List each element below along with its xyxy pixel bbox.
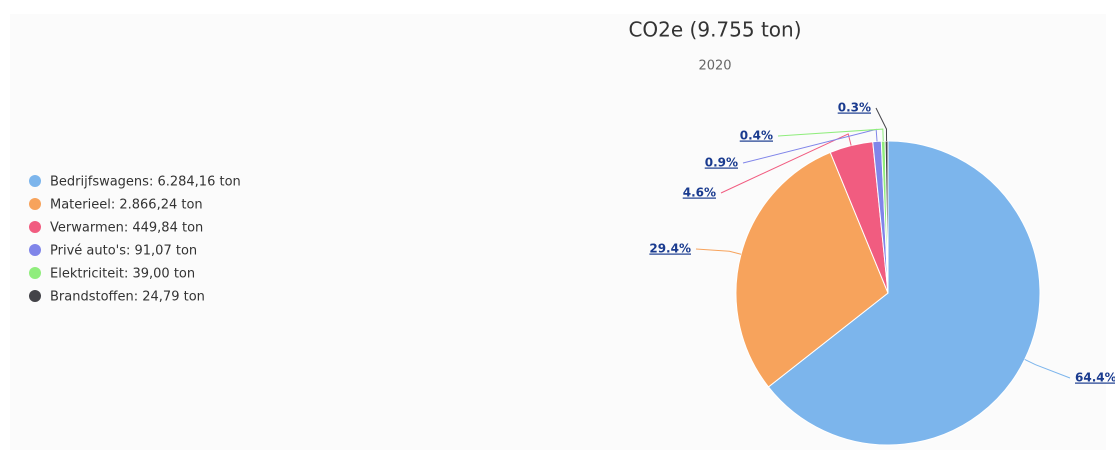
- data-label: 0.4%: [740, 129, 773, 143]
- connector: [1024, 358, 1071, 379]
- legend-label: Bedrijfswagens: 6.284,16 ton: [50, 175, 241, 190]
- data-label: 29.4%: [649, 242, 691, 256]
- chart-title: CO2e (9.755 ton): [628, 18, 801, 42]
- connector: [875, 107, 888, 142]
- legend-symbol: [29, 290, 41, 302]
- chart-subtitle: 2020: [698, 59, 731, 74]
- connector: [695, 248, 742, 255]
- connector: [777, 128, 884, 142]
- legend-symbol: [29, 267, 41, 279]
- legend-symbol: [29, 175, 41, 187]
- legend-symbol: [29, 221, 41, 233]
- legend-label: Elektriciteit: 39,00 ton: [50, 267, 195, 282]
- legend-label: Verwarmen: 449,84 ton: [50, 221, 203, 236]
- legend-label: Brandstoffen: 24,79 ton: [50, 290, 205, 305]
- legend-label: Materieel: 2.866,24 ton: [50, 198, 203, 213]
- data-label: 4.6%: [683, 186, 716, 200]
- data-label: 0.9%: [705, 156, 738, 170]
- pie-slice: [767, 140, 1041, 446]
- connector: [720, 133, 852, 194]
- data-label: 0.3%: [838, 101, 871, 115]
- data-label: 64.4%: [1075, 371, 1115, 385]
- legend-symbol: [29, 244, 41, 256]
- legend-symbol: [29, 198, 41, 210]
- legend-label: Privé auto's: 91,07 ton: [50, 244, 197, 259]
